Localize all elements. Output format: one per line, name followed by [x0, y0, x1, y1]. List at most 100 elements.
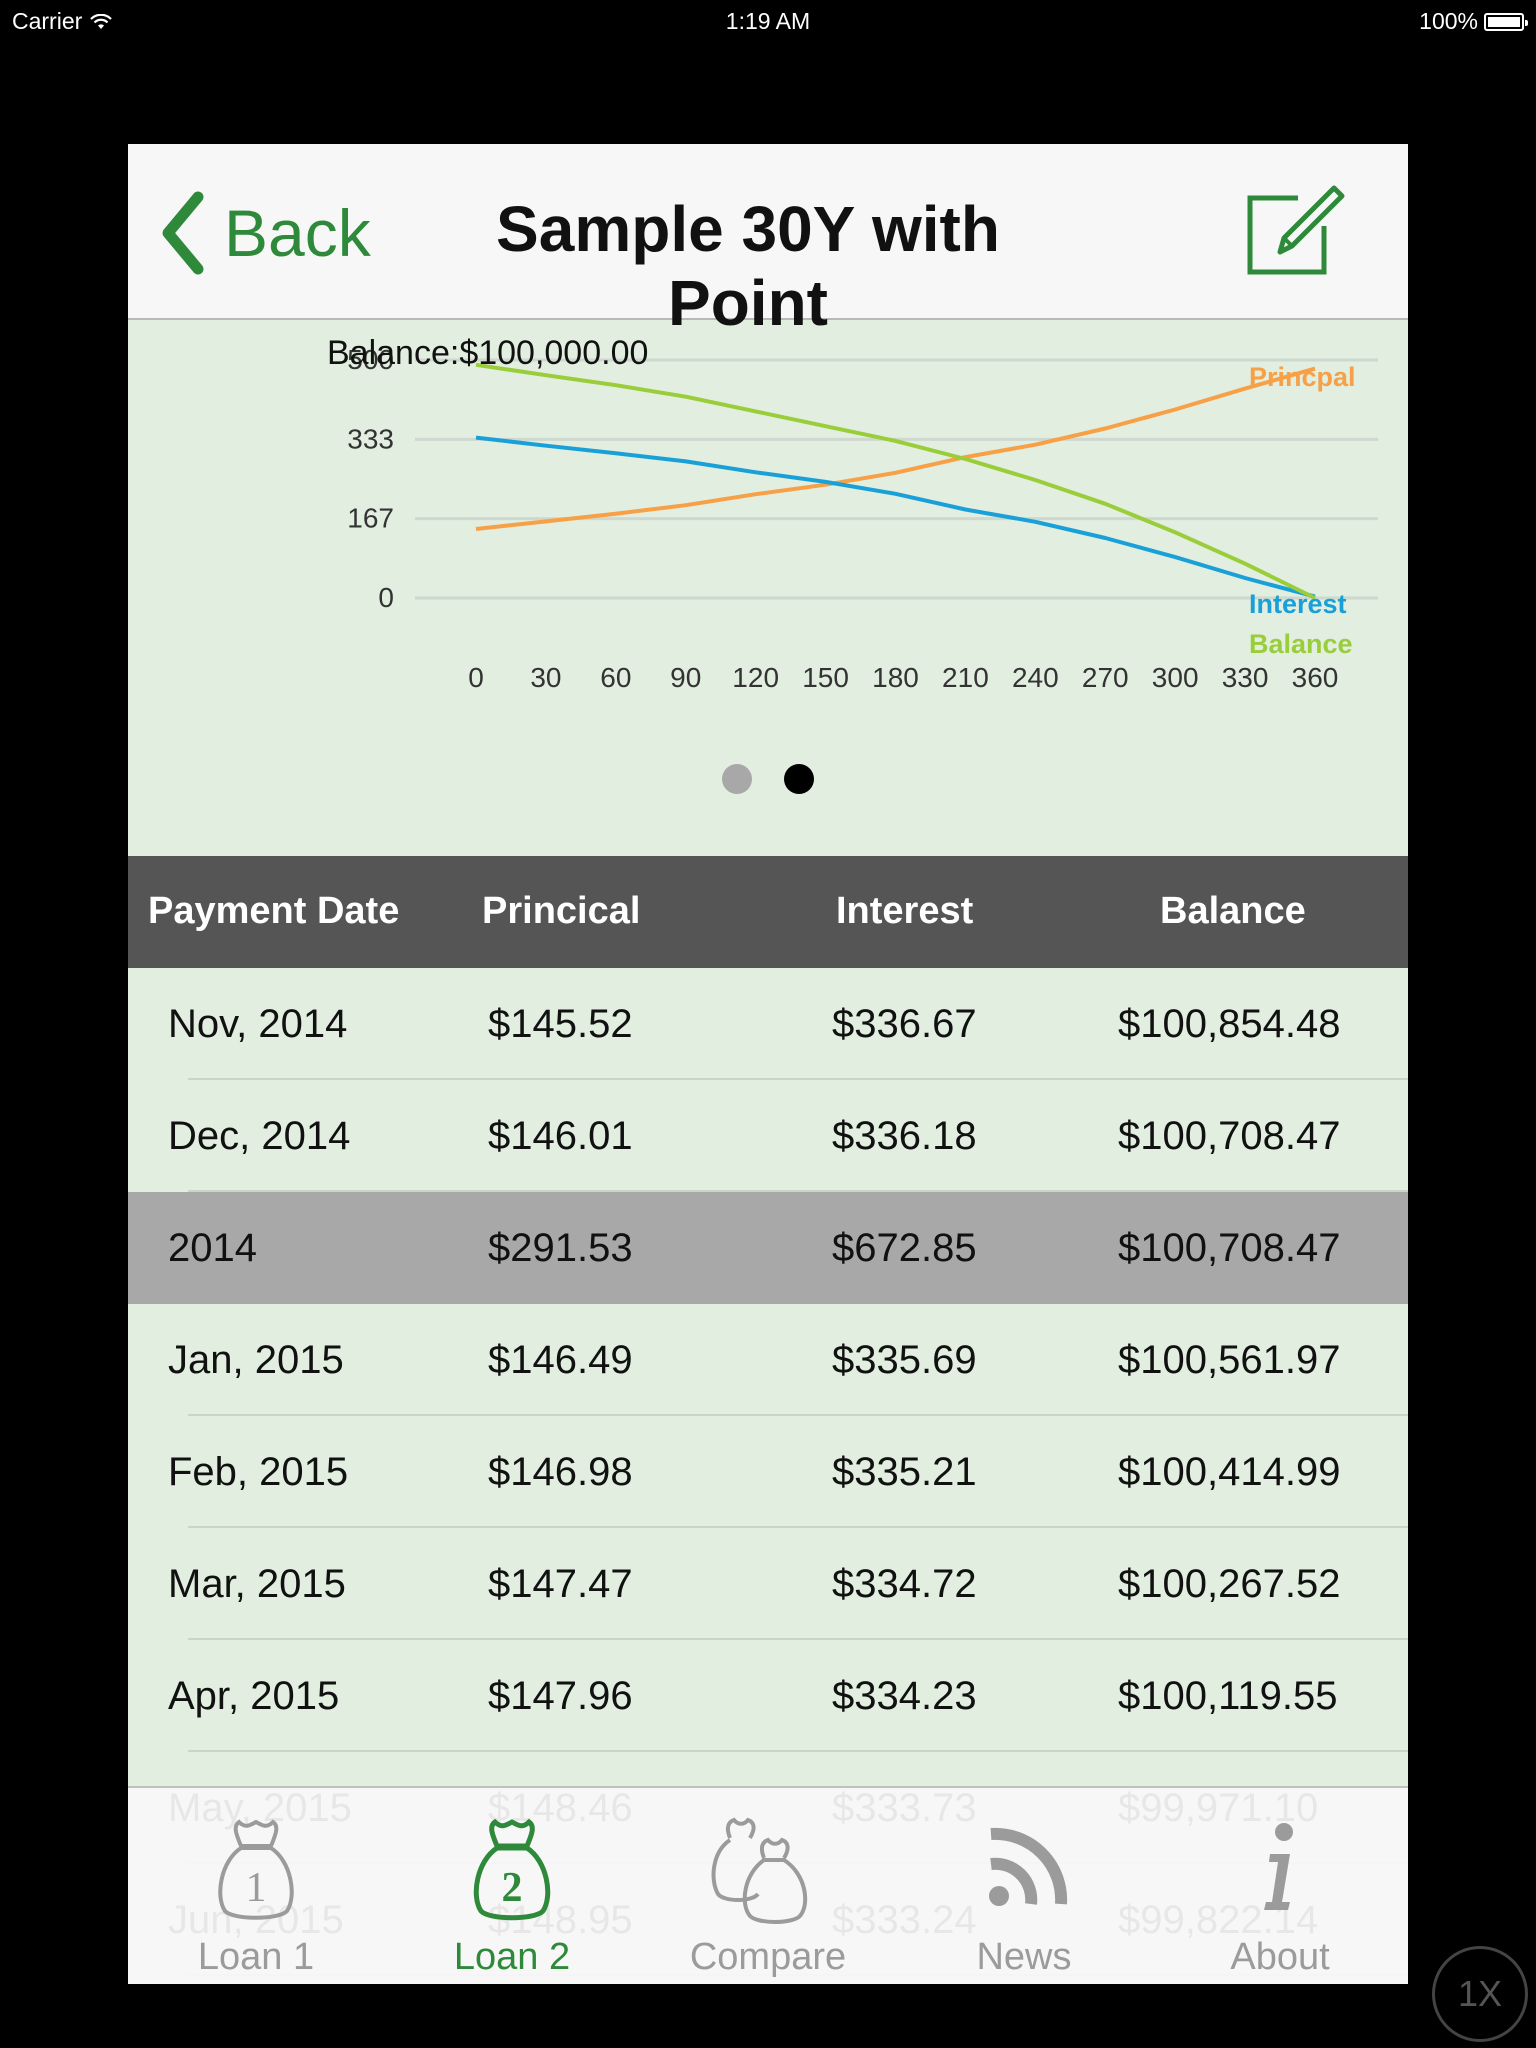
table-row[interactable]: Mar, 2015 $147.47 $334.72 $100,267.52: [128, 1528, 1408, 1640]
page-dot-2[interactable]: [784, 764, 814, 794]
balance-cell: $100,414.99: [1118, 1450, 1341, 1494]
header-principal: Princical: [482, 890, 641, 932]
interest-cell: $334.72: [832, 1562, 977, 1606]
tab-label: Loan 2: [453, 1936, 571, 1978]
legend-balance: Balance: [1249, 629, 1353, 659]
tab-compare[interactable]: Compare: [640, 1788, 896, 1984]
table-header: Payment Date Princical Interest Balance: [128, 856, 1408, 968]
table-row[interactable]: Dec, 2014 $146.01 $336.18 $100,708.47: [128, 1080, 1408, 1192]
date-cell: 2014: [168, 1226, 257, 1270]
page-title: Sample 30Y with Point: [496, 193, 1000, 339]
x-tick-label: 360: [1292, 662, 1339, 693]
x-tick-label: 210: [942, 662, 989, 693]
principal-cell: $146.49: [488, 1338, 633, 1382]
tab-about[interactable]: About: [1152, 1788, 1408, 1984]
table-row[interactable]: Feb, 2015 $146.98 $335.21 $100,414.99: [128, 1416, 1408, 1528]
series-line-princpal: [475, 366, 1316, 531]
app-window: Back Sample 30Y with Point 0 167 333 500 0 30…: [128, 144, 1408, 1984]
header-payment-date: Payment Date: [148, 890, 400, 932]
money-bag-1-icon: 1: [218, 1819, 294, 1920]
x-tick-label: 270: [1082, 662, 1129, 693]
interest-cell: $335.69: [832, 1338, 977, 1382]
zoom-1x-button[interactable]: 1X: [1432, 1946, 1528, 2042]
year-total-row[interactable]: 2014 $291.53 $672.85 $100,708.47: [128, 1192, 1408, 1304]
tab-loan-1[interactable]: 1 Loan 1: [128, 1788, 384, 1984]
tab-loan-2[interactable]: 2 Loan 2: [384, 1788, 640, 1984]
info-icon: [1264, 1823, 1293, 1910]
x-tick-label: 150: [802, 662, 849, 693]
x-tick-label: 180: [872, 662, 919, 693]
back-label: Back: [224, 196, 371, 270]
chevron-left-icon: [162, 191, 204, 275]
principal-cell: $147.96: [488, 1674, 633, 1718]
amortization-chart[interactable]: 0 167 333 500 0 30 60 90 120 150 180 210 240 270 300 33…: [128, 320, 1408, 856]
clock: 1:19 AM: [725, 8, 811, 34]
x-tick-label: 60: [600, 662, 631, 693]
money-bag-2-icon: 2: [473, 1818, 551, 1921]
x-tick-label: 90: [670, 662, 701, 693]
principal-cell: $145.52: [488, 1002, 633, 1046]
chart-caption: Balance:$100,000.00: [327, 334, 649, 372]
table-row[interactable]: Jan, 2015 $146.49 $335.69 $100,561.97: [128, 1304, 1408, 1416]
principal-cell: $146.01: [488, 1114, 633, 1158]
x-tick-label: 240: [1012, 662, 1059, 693]
page-dot-1[interactable]: [722, 764, 752, 794]
money-bags-icon: [711, 1817, 808, 1924]
interest-cell: $336.18: [832, 1114, 977, 1158]
interest-cell: $334.23: [832, 1674, 977, 1718]
status-bar: Carrier 1:19 AM 100%: [0, 0, 1536, 42]
line-chart: 0 167 333 500 0 30 60 90 120 150 180 210 240 270 300 33…: [347, 344, 1378, 693]
balance-cell: $100,119.55: [1118, 1674, 1338, 1718]
date-cell: Nov, 2014: [168, 1002, 348, 1046]
x-tick-label: 330: [1222, 662, 1269, 693]
principal-cell: $291.53: [488, 1226, 633, 1270]
date-cell: Feb, 2015: [168, 1450, 349, 1494]
back-button[interactable]: Back: [158, 188, 371, 278]
tab-bar: 1 Loan 1 2 Loan 2: [128, 1786, 1408, 1984]
tab-label: News: [976, 1936, 1072, 1978]
series-line-balance: [475, 362, 1316, 600]
tab-label: About: [1230, 1936, 1330, 1978]
balance-cell: $100,708.47: [1118, 1114, 1341, 1158]
svg-text:1: 1: [246, 1865, 267, 1911]
principal-cell: $146.98: [488, 1450, 633, 1494]
header-balance: Balance: [1160, 890, 1306, 932]
principal-cell: $147.47: [488, 1562, 633, 1606]
tab-label: Compare: [689, 1936, 847, 1978]
table-row[interactable]: Apr, 2015 $147.96 $334.23 $100,119.55: [128, 1640, 1408, 1752]
wifi-icon: [90, 13, 113, 29]
balance-cell: $100,561.97: [1118, 1338, 1341, 1382]
svg-text:2: 2: [502, 1865, 523, 1911]
y-tick-label: 333: [347, 423, 394, 454]
page-indicator[interactable]: [128, 764, 1408, 796]
interest-cell: $335.21: [832, 1450, 977, 1494]
date-cell: Mar, 2015: [168, 1562, 346, 1606]
x-tick-label: 0: [468, 662, 484, 693]
balance-cell: $100,854.48: [1118, 1002, 1341, 1046]
legend-interest: Interest: [1249, 589, 1347, 619]
navigation-bar: Back Sample 30Y with Point: [128, 144, 1408, 339]
tab-label: Loan 1: [197, 1936, 315, 1978]
tab-news[interactable]: News: [896, 1788, 1152, 1984]
edit-button[interactable]: [1246, 178, 1346, 288]
date-cell: Apr, 2015: [168, 1674, 340, 1718]
battery-percent: 100%: [1419, 8, 1478, 34]
header-interest: Interest: [836, 890, 974, 932]
legend-principal: Princpal: [1249, 362, 1356, 392]
balance-cell: $100,267.52: [1118, 1562, 1341, 1606]
rss-icon: [989, 1827, 1068, 1906]
x-tick-label: 30: [530, 662, 561, 693]
battery-icon: [1484, 12, 1528, 31]
series-line-interest: [475, 435, 1316, 599]
balance-cell: $100,708.47: [1118, 1226, 1341, 1270]
date-cell: Jan, 2015: [168, 1338, 344, 1382]
interest-cell: $672.85: [832, 1226, 977, 1270]
x-tick-label: 300: [1152, 662, 1199, 693]
x-tick-label: 120: [732, 662, 779, 693]
carrier-label: Carrier: [12, 8, 83, 34]
y-tick-label: 167: [347, 503, 394, 534]
edit-icon: [1247, 185, 1345, 275]
y-tick-label: 500: [347, 344, 394, 375]
y-tick-label: 0: [378, 582, 394, 613]
table-row[interactable]: Nov, 2014 $145.52 $336.67 $100,854.48: [128, 968, 1408, 1080]
